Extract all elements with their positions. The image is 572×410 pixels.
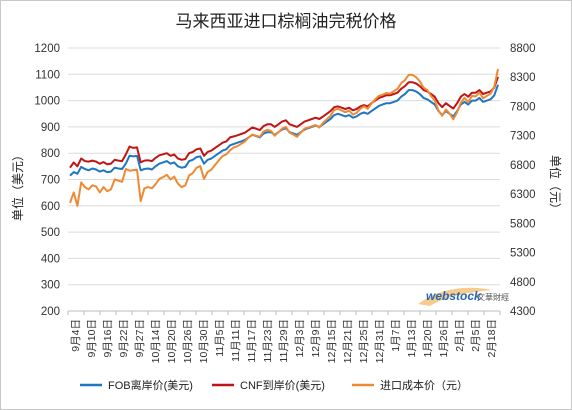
x-tick-label: 12月25日: [358, 319, 370, 363]
series-lines: [69, 68, 499, 207]
y-right-tick-label: 6800: [510, 160, 536, 172]
x-tick-label: 9月4日: [70, 319, 82, 352]
x-tick-label: 11月29日: [278, 319, 290, 363]
x-tick-label: 2月18日: [486, 319, 498, 358]
x-tick-label: 12月15日: [326, 319, 338, 363]
x-tick-label: 10月26日: [182, 319, 194, 363]
y-left-tick-label: 200: [41, 306, 60, 318]
x-tick-label: 11月17日: [246, 319, 258, 363]
y-right-tick-label: 7800: [510, 101, 536, 113]
x-tick-label: 9月27日: [134, 319, 146, 358]
y-axis-left-label: 单位（美元）: [10, 149, 25, 221]
x-axis: 9月4日 9月10日 9月16日 9月22日 9月27日 10月14日 10月20日 10月2…: [67, 311, 501, 363]
x-tick-label: 10月30日: [198, 319, 210, 363]
chart-title: 马来西亚进口棕榈油完税价格: [176, 12, 397, 31]
legend: FOB离岸价(美元) CNF到岸价(美元) 进口成本价（元）: [80, 378, 468, 392]
x-tick-label: 1月20日: [422, 319, 434, 358]
y-left-tick-label: 500: [41, 227, 60, 239]
x-tick-label: 1月7日: [390, 319, 402, 352]
y-left-tick-label: 1200: [34, 43, 60, 55]
x-tick-label: 12月21日: [342, 319, 354, 363]
y-right-tick-label: 5300: [510, 248, 536, 260]
y-left-tick-label: 1000: [34, 96, 60, 108]
x-tick-label: 11月11日: [230, 319, 242, 362]
series-line: [69, 76, 499, 169]
x-tick-label: 11月5日: [214, 319, 226, 357]
y-right-tick-label: 5800: [510, 218, 536, 230]
x-tick-label: 12月9日: [310, 319, 322, 358]
series-line: [69, 68, 499, 207]
x-tick-label: 1月26日: [438, 319, 450, 358]
y-axis-right-ticks: 4300 4800 5300 5800 6300 6800 7300 7800 8300 8800: [510, 43, 536, 318]
legend-label: FOB离岸价(美元): [108, 378, 193, 392]
watermark-subtext: 文華財經: [477, 292, 509, 302]
watermark-text: webstock: [426, 289, 482, 303]
x-tick-label: 9月22日: [118, 319, 130, 358]
x-tick-label: 1月13日: [406, 319, 418, 358]
legend-label: 进口成本价（元）: [380, 378, 468, 392]
y-left-tick-label: 600: [41, 201, 60, 213]
legend-label: CNF到岸价(美元): [240, 379, 325, 392]
x-tick-label: 12月3日: [294, 319, 306, 358]
y-left-tick-label: 800: [41, 148, 60, 160]
y-left-tick-label: 300: [41, 280, 60, 292]
x-tick-label: 11月23日: [262, 319, 274, 363]
x-tick-label: 2月5日: [470, 319, 482, 352]
y-axis-left-ticks: 200 300 400 500 600 700 800 900 1000 1100 1200: [34, 43, 60, 318]
y-left-tick-label: 700: [41, 175, 60, 187]
y-right-tick-label: 7300: [510, 131, 536, 143]
x-tick-label: 10月20日: [166, 319, 178, 363]
x-tick-label: 10月14日: [150, 319, 162, 363]
y-left-tick-label: 400: [41, 253, 60, 265]
y-right-tick-label: 4800: [510, 277, 536, 289]
y-right-tick-label: 4300: [510, 306, 536, 318]
y-axis-right-label: 单位（元）: [548, 155, 563, 215]
y-left-tick-label: 1100: [35, 69, 60, 81]
y-right-tick-label: 6300: [510, 189, 536, 201]
y-right-tick-label: 8800: [510, 43, 536, 55]
grid-lines: [68, 47, 500, 312]
y-right-tick-label: 8300: [510, 72, 536, 84]
x-tick-label: 12月31日: [374, 319, 386, 363]
watermark-swoosh: [418, 287, 492, 306]
y-left-tick-label: 900: [41, 122, 60, 134]
x-tick-label: 2月1日: [454, 319, 466, 352]
x-tick-label: 9月10日: [86, 319, 98, 358]
x-tick-label: 9月16日: [102, 319, 114, 358]
